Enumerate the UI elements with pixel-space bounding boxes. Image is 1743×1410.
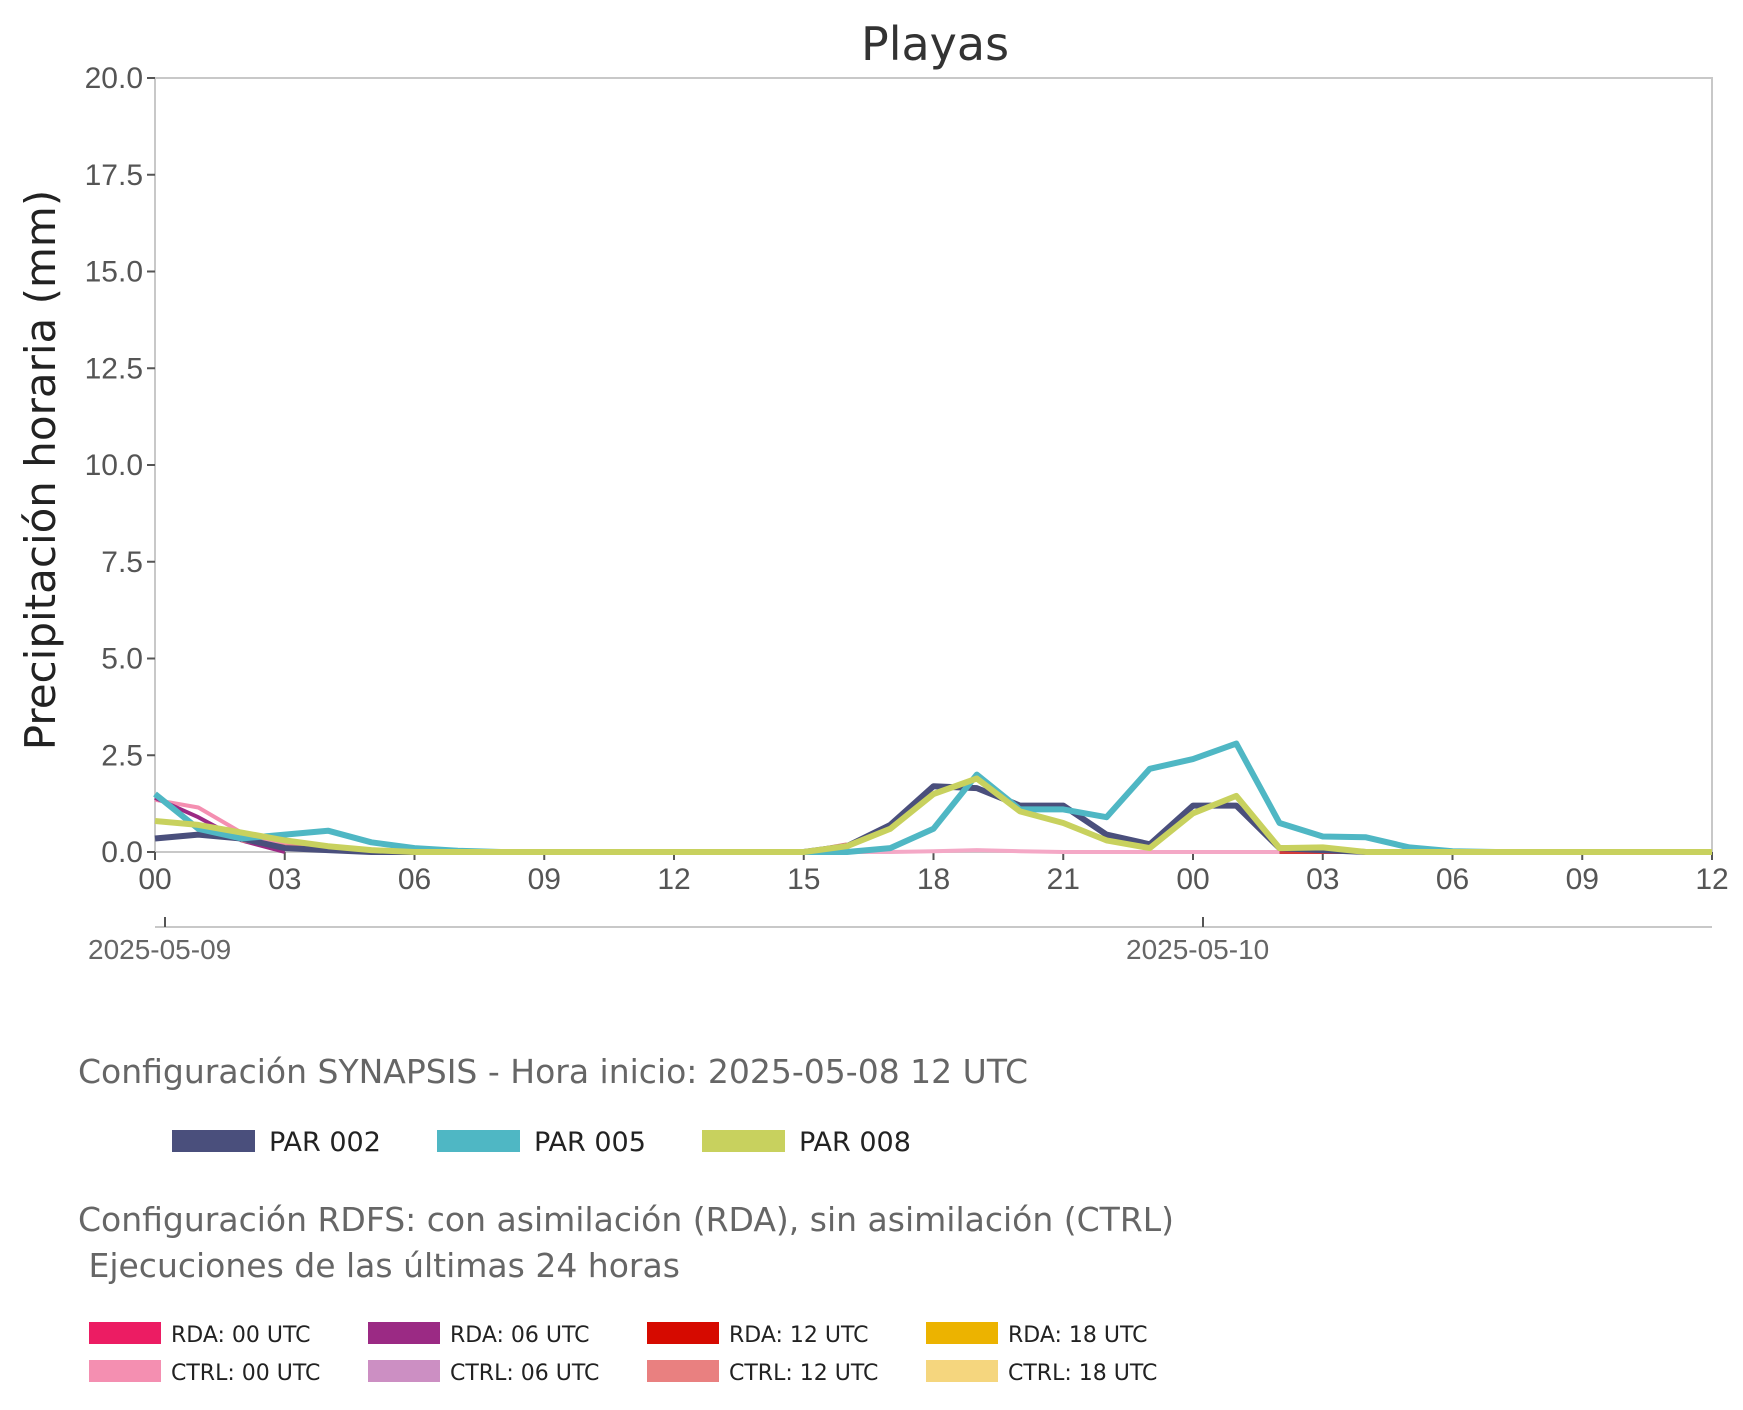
y-tick-label: 2.5 bbox=[101, 739, 143, 772]
legend-label: PAR 005 bbox=[534, 1127, 646, 1158]
legend-label: CTRL: 12 UTC bbox=[729, 1361, 878, 1386]
chart-title: Playas bbox=[861, 17, 1009, 71]
series-line-par-008 bbox=[154, 775, 1712, 855]
legend-swatch bbox=[647, 1322, 719, 1344]
x-tick-label: 18 bbox=[917, 863, 950, 896]
y-tick-label: 17.5 bbox=[85, 159, 143, 192]
legend-label: PAR 002 bbox=[269, 1127, 381, 1158]
legend-swatch bbox=[647, 1360, 719, 1382]
y-tick-label: 10.0 bbox=[85, 449, 143, 482]
x-tick-label: 00 bbox=[138, 863, 171, 896]
legend-swatch bbox=[368, 1360, 440, 1382]
x-tick-label: 12 bbox=[657, 863, 690, 896]
x-tick-label: 12 bbox=[1695, 863, 1728, 896]
x-tick-label: 03 bbox=[268, 863, 301, 896]
legend-swatch bbox=[926, 1360, 998, 1382]
legend-swatch bbox=[702, 1130, 785, 1152]
y-tick-label: 7.5 bbox=[101, 546, 143, 579]
legend-swatch bbox=[437, 1130, 520, 1152]
plot-frame bbox=[154, 77, 1713, 853]
rdfs-legend-heading-line1: Configuración RDFS: con asimilación (RDA… bbox=[78, 1200, 1174, 1239]
legend-label: CTRL: 06 UTC bbox=[450, 1361, 599, 1386]
date-axis: 2025-05-09 2025-05-10 bbox=[88, 917, 1269, 965]
rdfs-legend-heading-line2: Ejecuciones de las últimas 24 horas bbox=[78, 1246, 680, 1285]
y-tick-label: 15.0 bbox=[85, 256, 143, 289]
y-tick-label: 5.0 bbox=[101, 643, 143, 676]
legend-swatch bbox=[172, 1130, 255, 1152]
y-tick-label: 20.0 bbox=[85, 62, 143, 95]
x-axis-ticks: 00 03 06 09 12 15 18 21 00 03 06 09 12 bbox=[138, 852, 1729, 896]
legend-label: RDA: 18 UTC bbox=[1008, 1323, 1148, 1348]
legend-swatch bbox=[926, 1322, 998, 1344]
legend-label: CTRL: 18 UTC bbox=[1008, 1361, 1157, 1386]
x-tick-label: 06 bbox=[398, 863, 431, 896]
series-lines bbox=[153, 740, 1712, 855]
legend-label: RDA: 00 UTC bbox=[171, 1323, 311, 1348]
legend-swatch bbox=[368, 1322, 440, 1344]
x-tick-label: 03 bbox=[1306, 863, 1339, 896]
legend-swatch bbox=[89, 1322, 161, 1344]
legend-swatch bbox=[89, 1360, 161, 1382]
date-label: 2025-05-09 bbox=[88, 934, 231, 965]
legend-label: RDA: 06 UTC bbox=[450, 1323, 590, 1348]
synapsis-legend: PAR 002 PAR 005 PAR 008 bbox=[172, 1127, 911, 1158]
rdfs-legend: RDA: 00 UTC RDA: 06 UTC RDA: 12 UTC RDA: 18… bbox=[89, 1322, 1157, 1386]
x-tick-label: 09 bbox=[528, 863, 561, 896]
legend-label: PAR 008 bbox=[799, 1127, 911, 1158]
x-tick-label: 15 bbox=[787, 863, 820, 896]
x-tick-label: 06 bbox=[1436, 863, 1469, 896]
y-tick-label: 0.0 bbox=[101, 836, 143, 869]
y-axis-label: Precipitación horaria (mm) bbox=[16, 190, 65, 750]
x-tick-label: 21 bbox=[1047, 863, 1080, 896]
synapsis-legend-heading: Configuración SYNAPSIS - Hora inicio: 20… bbox=[78, 1052, 1028, 1091]
legend-label: CTRL: 00 UTC bbox=[171, 1361, 320, 1386]
date-label: 2025-05-10 bbox=[1126, 934, 1269, 965]
legend-label: RDA: 12 UTC bbox=[729, 1323, 869, 1348]
x-tick-label: 09 bbox=[1566, 863, 1599, 896]
x-tick-label: 00 bbox=[1176, 863, 1209, 896]
y-axis-ticks: 0.0 2.5 5.0 7.5 10.0 12.5 15.0 17.5 20.0 bbox=[85, 62, 155, 869]
y-tick-label: 12.5 bbox=[85, 352, 143, 385]
